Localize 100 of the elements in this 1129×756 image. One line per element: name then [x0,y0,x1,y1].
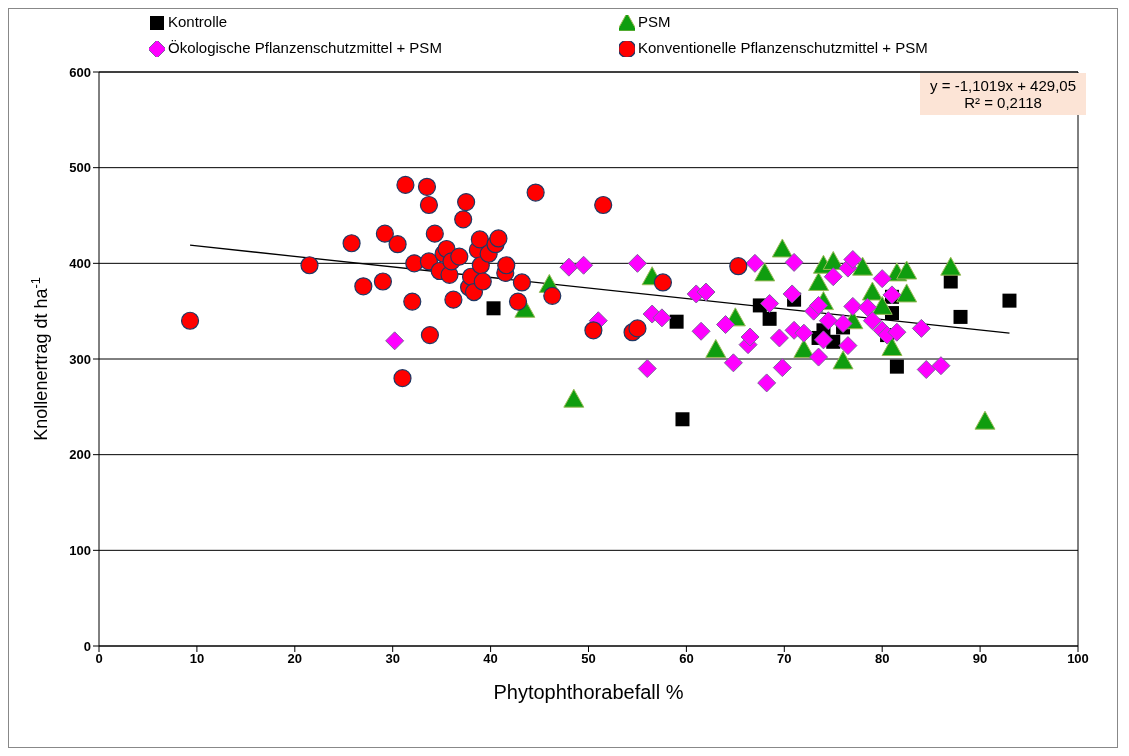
point [705,339,727,358]
point [889,359,904,374]
y-tick-label: 600 [69,64,91,80]
point [872,269,892,289]
point [489,229,508,248]
legend-label: Konventionelle Pflanzenschutzmittel + PSM [638,39,928,57]
point [823,267,843,287]
point [782,284,802,304]
point [450,247,469,266]
point [497,256,516,275]
point [584,321,603,340]
annotation: y = -1,1019x + 429,05 [930,77,1076,95]
legend-label: Kontrolle [168,13,228,30]
x-tick-label: 60 [679,651,694,667]
point [354,277,373,296]
point [675,412,690,427]
point [843,296,863,316]
point [943,274,958,289]
point [793,339,815,358]
point [1002,293,1017,308]
point [838,336,858,356]
point [940,256,962,276]
point [809,295,829,315]
point [563,388,585,408]
y-tick-label: 500 [69,160,91,176]
point [444,290,463,309]
point [911,318,931,338]
point [772,358,792,378]
point [757,373,777,393]
x-tick-label: 10 [189,651,205,667]
point [594,195,613,215]
point [403,292,422,311]
x-tick-label: 90 [972,651,988,667]
point [373,272,393,291]
point [526,183,545,202]
annotation: R² = 0,2118 [963,94,1043,112]
point [808,272,830,292]
x-tick-label: 30 [385,651,400,667]
point [784,252,804,272]
point [342,234,361,253]
legend-label: PSM [638,13,671,30]
point [887,322,907,342]
y-tick-label: 300 [69,351,91,367]
x-tick-label: 50 [581,651,596,667]
x-tick-label: 40 [483,651,498,667]
y-tick-label: 0 [83,638,91,654]
point [858,297,878,317]
x-tick-label: 70 [777,651,792,667]
point [760,294,780,314]
point [375,224,394,243]
point [716,315,736,335]
point [745,253,765,273]
point [729,257,748,276]
point [559,257,579,277]
point [861,281,883,301]
y-tick-label: 100 [69,543,91,559]
point [425,224,444,243]
point [896,283,918,303]
y-tick-label: 200 [69,447,91,463]
x-tick-label: 20 [287,651,303,667]
point [419,195,439,215]
point [813,330,833,350]
point [300,256,319,275]
point [696,282,716,302]
point [637,359,657,379]
x-tick-label: 100 [1067,651,1089,667]
x-tick-label: 0 [95,651,103,667]
point [723,353,743,373]
point [543,286,562,306]
point [420,326,439,345]
point [974,410,996,430]
point [833,314,853,334]
point [473,272,492,291]
point [740,327,760,347]
x-tick-label: 80 [874,651,890,667]
point [385,331,405,351]
point [832,350,854,370]
point [809,347,829,367]
point [486,301,501,316]
point [405,254,424,273]
point [457,193,476,212]
y-tick-label: 400 [69,256,91,272]
point [794,323,814,343]
point [931,356,951,376]
point [881,337,903,357]
point [691,321,711,341]
point [652,308,672,328]
point [653,273,672,292]
point [454,210,473,229]
point [574,255,594,275]
point [396,175,415,195]
point [508,292,528,311]
point [388,235,407,254]
point [628,319,647,338]
point [512,273,532,292]
point [669,314,684,329]
point [843,250,863,270]
legend-label: Ökologische Pflanzenschutzmittel + PSM [168,39,442,57]
point [862,311,882,331]
point [871,295,893,315]
